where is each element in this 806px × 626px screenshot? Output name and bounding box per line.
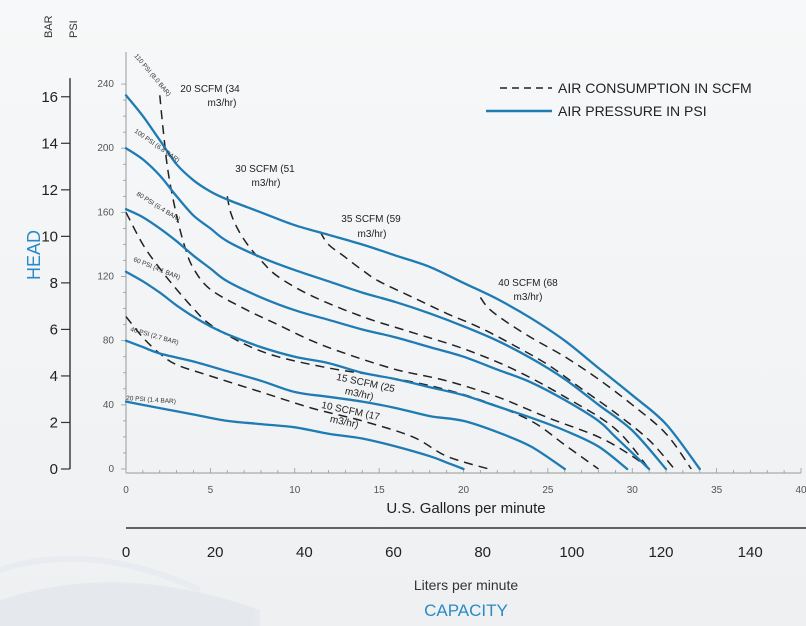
gpm-tick-label: 35: [711, 485, 723, 496]
label-20-scfm-line2: m3/hr): [208, 98, 237, 109]
label-30-scfm-line1: 30 SCFM (51: [235, 164, 295, 175]
lpm-tick-label: 80: [474, 544, 491, 561]
bar-tick-label: 4: [50, 368, 58, 385]
label-100-psi: 100 PSI (6.8 BAR): [133, 128, 181, 164]
scfm-curves: [125, 95, 692, 470]
psi-axis-label: PSI: [68, 20, 80, 38]
scfm-curve-4: [319, 231, 675, 470]
label-35-scfm-line1: 35 SCFM (59: [341, 214, 401, 225]
bar-tick-label: 10: [41, 228, 58, 245]
psi-tick-label: 200: [97, 143, 114, 154]
scfm-curve-3: [226, 196, 650, 470]
scfm-curve-0: [125, 316, 490, 470]
gpm-tick-label: 10: [289, 485, 301, 496]
lpm-tick-label: 100: [559, 544, 584, 561]
lpm-tick-label: 20: [207, 544, 224, 561]
psi-tick-label: 240: [97, 79, 114, 90]
bar-tick-label: 2: [50, 414, 58, 431]
scfm-curve-5: [479, 296, 692, 470]
psi-tick-label: 160: [97, 207, 114, 218]
bar-tick-label: 16: [41, 89, 58, 106]
pressure-curve-4: [124, 339, 566, 471]
label-110-psi: 110 PSI (8.0 BAR): [132, 53, 171, 98]
lpm-tick-label: 0: [122, 544, 130, 561]
scfm-curve-2: [159, 95, 650, 470]
label-20-psi: 20 PSI (1.4 BAR): [126, 395, 176, 405]
psi-tick-label: 40: [103, 400, 115, 411]
pressure-curve-2: [124, 208, 651, 471]
gpm-tick-label: 20: [458, 485, 470, 496]
scfm-curve-1: [125, 212, 599, 470]
background-swoosh: [0, 555, 260, 626]
legend: AIR CONSUMPTION IN SCFM AIR PRESSURE IN …: [486, 80, 752, 119]
pressure-curve-0: [124, 94, 701, 471]
bar-tick-label: 6: [50, 321, 58, 338]
bar-tick-label: 8: [50, 275, 58, 292]
legend-air-consumption: AIR CONSUMPTION IN SCFM: [558, 80, 752, 96]
bar-tick-label: 12: [41, 182, 58, 199]
psi-tick-label: 0: [108, 464, 114, 475]
head-label: HEAD: [24, 230, 44, 280]
gpm-tick-label: 0: [123, 485, 129, 496]
bar-tick-label: 14: [41, 135, 58, 152]
label-40-psi: 40 PSI (2.7 BAR): [129, 326, 179, 346]
lpm-tick-label: 140: [738, 544, 763, 561]
pressure-curve-5: [124, 400, 465, 471]
lpm-tick-label: 40: [296, 544, 313, 561]
lpm-axis-label: Liters per minute: [414, 577, 518, 593]
pressure-curves: [124, 94, 701, 471]
psi-tick-label: 80: [103, 336, 115, 347]
label-35-scfm-line2: m3/hr): [358, 229, 387, 240]
legend-air-pressure: AIR PRESSURE IN PSI: [558, 103, 707, 119]
lpm-tick-label: 60: [385, 544, 402, 561]
gpm-tick-label: 5: [208, 485, 214, 496]
lpm-tick-label: 120: [648, 544, 673, 561]
gpm-tick-label: 15: [374, 485, 386, 496]
label-60-psi: 60 PSI (4.1 BAR): [132, 256, 181, 281]
gpm-axis-label: U.S. Gallons per minute: [386, 500, 545, 517]
bar-tick-label: 0: [50, 461, 58, 478]
pressure-curve-1: [124, 147, 668, 471]
gpm-tick-label: 30: [627, 485, 639, 496]
label-40-scfm-line2: m3/hr): [514, 292, 543, 303]
bar-axis-label: BAR: [43, 15, 55, 38]
label-30-scfm-line2: m3/hr): [252, 178, 281, 189]
gpm-tick-label: 40: [795, 485, 806, 496]
scfm-curve-labels: 20 SCFM (34 m3/hr) 30 SCFM (51 m3/hr) 35…: [180, 84, 558, 431]
psi-tick-label: 120: [97, 272, 114, 283]
axes: [61, 52, 806, 529]
capacity-label: CAPACITY: [424, 601, 508, 620]
label-40-scfm-line1: 40 SCFM (68: [498, 278, 558, 289]
gpm-tick-label: 25: [542, 485, 554, 496]
pressure-curve-3: [124, 270, 629, 471]
label-20-scfm-line1: 20 SCFM (34: [180, 84, 240, 95]
